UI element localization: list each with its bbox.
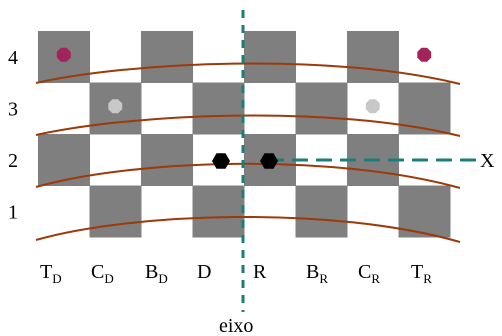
curve-line — [35, 215, 461, 243]
tower-piece-left — [56, 47, 71, 62]
knight-piece-left — [108, 99, 123, 114]
row-label-2: 2 — [8, 150, 18, 172]
column-label-d: D — [197, 261, 211, 283]
dark-square — [295, 185, 348, 238]
dark-square — [141, 134, 193, 186]
dark-square — [141, 31, 193, 83]
column-label-td: TD — [40, 261, 62, 286]
curve-line — [35, 62, 461, 85]
center-piece-right — [260, 153, 278, 169]
dark-square — [347, 31, 399, 83]
column-label-r: R — [253, 261, 267, 283]
row-label-1: 1 — [8, 201, 18, 223]
dark-square — [89, 185, 142, 238]
column-label-cr: CR — [358, 261, 380, 286]
pieces-layer — [56, 47, 432, 169]
board-squares — [38, 31, 451, 238]
center-piece-left — [212, 153, 230, 169]
row-label-3: 3 — [8, 98, 18, 120]
dark-square — [244, 31, 296, 83]
row-labels: 4 3 2 1 — [8, 47, 18, 224]
tower-piece-right — [417, 47, 432, 62]
eixo-label: eixo — [219, 315, 253, 336]
curved-lines — [35, 62, 461, 243]
dark-square — [192, 82, 245, 135]
curve-line — [35, 162, 461, 189]
dark-square — [398, 185, 451, 238]
column-label-cd: CD — [91, 261, 114, 286]
x-axis-label: X — [480, 150, 495, 172]
column-label-br: BR — [306, 261, 328, 286]
curve-line — [35, 114, 461, 137]
column-label-bd: BD — [145, 261, 168, 286]
dark-square — [38, 134, 90, 186]
column-label-tr: TR — [411, 261, 432, 286]
axis-lines — [241, 10, 476, 312]
dark-square — [398, 82, 451, 135]
column-labels: TD CD BD D R BR CR TR — [40, 261, 432, 286]
knight-piece-right — [365, 99, 380, 114]
row-label-4: 4 — [8, 47, 18, 69]
dark-square — [192, 185, 245, 238]
dark-square — [295, 82, 348, 135]
